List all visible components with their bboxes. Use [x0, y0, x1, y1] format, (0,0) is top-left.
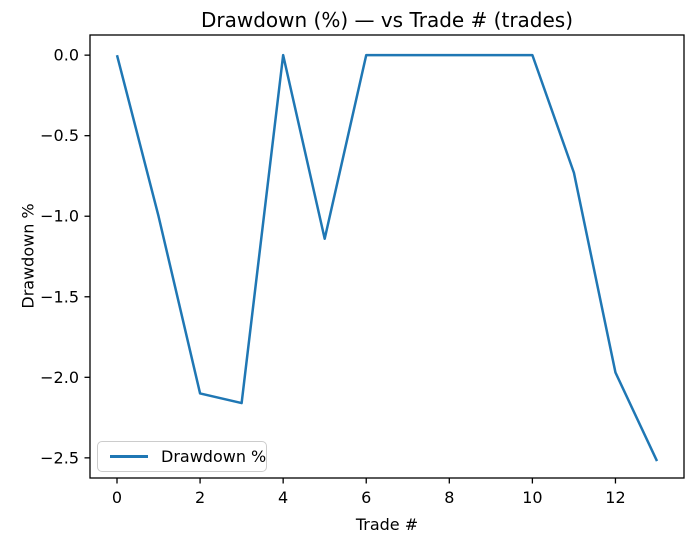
- x-tick-label: 4: [278, 488, 288, 507]
- x-axis-label: Trade #: [355, 515, 419, 534]
- drawdown-line: [115, 53, 659, 462]
- y-tick-label: −2.0: [40, 368, 79, 387]
- chart-title: Drawdown (%) — vs Trade # (trades): [200, 8, 574, 32]
- plot-border: [89, 34, 685, 479]
- legend-label: Drawdown %: [161, 447, 267, 466]
- legend: Drawdown %: [97, 441, 267, 472]
- x-tick-label: 2: [195, 488, 205, 507]
- x-tick-label: 0: [112, 488, 122, 507]
- y-tick-label: −2.5: [40, 448, 79, 467]
- y-tick-label: −0.5: [40, 126, 79, 145]
- y-axis-label: Drawdown %: [18, 203, 38, 309]
- x-tick-label: 6: [361, 488, 371, 507]
- legend-line-sample: [110, 455, 148, 458]
- y-tick-label: 0.0: [54, 46, 79, 65]
- x-tick-label: 10: [522, 488, 542, 507]
- y-tick-label: −1.0: [40, 207, 79, 226]
- x-tick-label: 12: [605, 488, 625, 507]
- y-tick-label: −1.5: [40, 287, 79, 306]
- x-tick-label: 8: [444, 488, 454, 507]
